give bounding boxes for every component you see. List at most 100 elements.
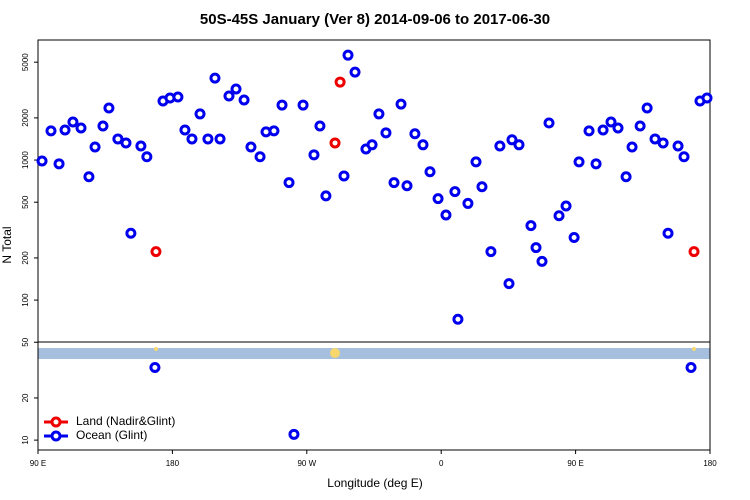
point (112, 133, 124, 145)
point (503, 278, 515, 290)
point (553, 210, 565, 222)
point (649, 133, 661, 145)
x-tick-label: 90 E (567, 459, 583, 468)
legend-marker (50, 430, 62, 442)
y-tick-label: 5000 (21, 53, 30, 71)
point (36, 155, 48, 167)
point (230, 83, 242, 95)
y-tick-label: 10 (21, 435, 30, 444)
point (366, 139, 378, 151)
point (525, 220, 537, 232)
point (476, 181, 488, 193)
point (634, 120, 646, 132)
point (678, 151, 690, 163)
point (401, 180, 413, 192)
point (141, 151, 153, 163)
x-axis-label: Longitude (deg E) (327, 476, 422, 490)
point (238, 94, 250, 106)
point (75, 122, 87, 134)
point (320, 190, 332, 202)
legend-marker (50, 416, 62, 428)
y-axis-label: N Total (0, 226, 14, 263)
point (568, 231, 580, 243)
point (485, 246, 497, 258)
point (641, 102, 653, 114)
point (338, 170, 350, 182)
point (223, 90, 235, 102)
point (150, 246, 162, 258)
y-tick-label: 50 (21, 337, 30, 346)
legend-label: Ocean (Glint) (76, 428, 147, 442)
point (202, 133, 214, 145)
point (288, 428, 300, 440)
point (395, 98, 407, 110)
band-marker (154, 347, 158, 351)
band-marker (330, 348, 340, 358)
point (254, 151, 266, 163)
point (67, 116, 79, 128)
point (268, 125, 280, 137)
point (214, 133, 226, 145)
track-band (38, 348, 710, 359)
point (59, 124, 71, 136)
point (685, 362, 697, 374)
point (530, 242, 542, 254)
point (388, 177, 400, 189)
point (449, 186, 461, 198)
point (424, 166, 436, 178)
point (276, 99, 288, 111)
point (135, 140, 147, 152)
point (329, 137, 341, 149)
x-tick-label: 90 W (297, 459, 316, 468)
point (149, 362, 161, 374)
x-tick-label: 180 (166, 459, 180, 468)
point (380, 127, 392, 139)
y-tick-label: 2000 (21, 108, 30, 126)
point (605, 116, 617, 128)
point (583, 125, 595, 137)
point (373, 108, 385, 120)
point (452, 313, 464, 325)
legend-label: Land (Nadir&Glint) (76, 414, 175, 428)
point (672, 140, 684, 152)
point (597, 124, 609, 136)
x-tick-label: 90 E (30, 459, 46, 468)
plot-frame (37, 39, 711, 451)
point (590, 158, 602, 170)
y-tick-label: 100 (21, 293, 30, 307)
point (179, 124, 191, 136)
point (45, 125, 57, 137)
point (560, 200, 572, 212)
y-tick-label: 500 (21, 195, 30, 209)
x-tick-label: 0 (439, 459, 444, 468)
point (626, 141, 638, 153)
point (506, 134, 518, 146)
point (462, 197, 474, 209)
point (470, 156, 482, 168)
point (688, 246, 700, 258)
point (349, 66, 361, 78)
point (409, 128, 421, 140)
point (342, 49, 354, 61)
point (97, 120, 109, 132)
point (513, 139, 525, 151)
point (103, 102, 115, 114)
point (334, 76, 346, 88)
point (194, 108, 206, 120)
point (620, 171, 632, 183)
point (53, 158, 65, 170)
point (283, 177, 295, 189)
point (209, 72, 221, 84)
point (417, 139, 429, 151)
point (543, 117, 555, 129)
y-tick-label: 1000 (21, 151, 30, 169)
point (297, 99, 309, 111)
point (89, 141, 101, 153)
point (662, 227, 674, 239)
y-tick-label: 200 (21, 251, 30, 265)
point (657, 137, 669, 149)
point (125, 227, 137, 239)
point (440, 209, 452, 221)
